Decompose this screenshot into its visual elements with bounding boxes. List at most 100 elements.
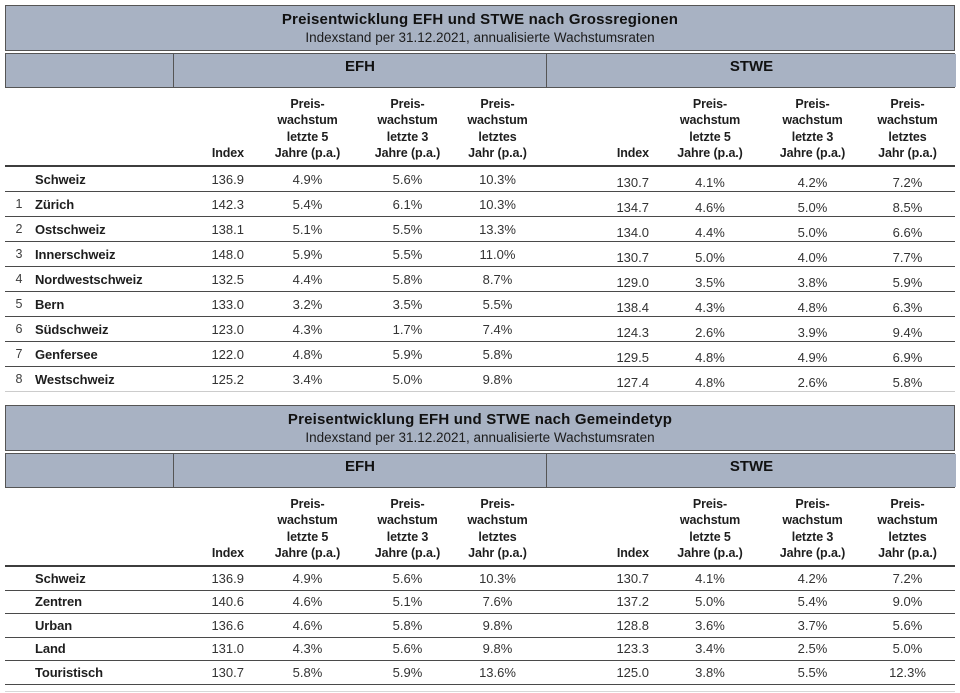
column-header-efh-growth5: Preis- wachstum letzte 5 Jahre (p.a.) <box>274 97 341 160</box>
efh-index-value: 133.0 <box>211 296 244 312</box>
stwe-index-value: 129.5 <box>616 349 649 365</box>
stwe-growth5-value: 5.0% <box>695 594 725 610</box>
stwe-index-value: 138.4 <box>616 299 649 315</box>
table-row: Schweiz 136.9 4.9% 5.6% 10.3% 130.7 4.1%… <box>5 167 955 192</box>
stwe-growth3-value: 2.6% <box>797 374 828 390</box>
stwe-growth5-value: 4.8% <box>695 349 725 365</box>
stwe-growth3-value: 5.0% <box>797 199 828 215</box>
stwe-index-value: 130.7 <box>616 174 649 190</box>
column-header-efh-growth3: Preis- wachstum letzte 3 Jahre (p.a.) <box>374 497 441 560</box>
group-header-row: EFH STWE <box>5 53 956 88</box>
efh-growth1-value: 7.6% <box>482 594 513 610</box>
stwe-growth1-value: 5.6% <box>892 617 923 633</box>
stwe-growth1-value: 9.4% <box>892 324 923 340</box>
stwe-growth3-value: 3.7% <box>797 617 828 633</box>
efh-growth3-value: 5.1% <box>392 594 423 610</box>
column-header-efh-index: Index <box>211 545 244 560</box>
efh-index-value: 142.3 <box>211 196 244 212</box>
stwe-growth5-value: 3.6% <box>695 617 725 633</box>
stwe-growth5-value: 5.0% <box>695 249 725 265</box>
efh-growth5-value: 4.4% <box>292 271 323 287</box>
efh-growth1-value: 9.8% <box>482 371 513 387</box>
table-row: 2 Ostschweiz 138.1 5.1% 5.5% 13.3% 134.0… <box>5 217 955 242</box>
efh-growth3-value: 5.0% <box>392 371 423 387</box>
efh-growth5-value: 5.8% <box>292 664 323 680</box>
efh-growth1-value: 13.6% <box>479 664 516 680</box>
stwe-growth3-value: 4.2% <box>797 174 828 190</box>
efh-growth1-value: 5.5% <box>482 296 513 312</box>
region-name: Schweiz <box>35 570 86 586</box>
stwe-growth3-value: 4.0% <box>797 249 828 265</box>
efh-growth5-value: 4.6% <box>292 594 323 610</box>
group-header-efh: EFH <box>173 54 546 87</box>
table-row: 5 Bern 133.0 3.2% 3.5% 5.5% 138.4 4.3% 4… <box>5 292 955 317</box>
stwe-growth5-value: 4.3% <box>695 299 725 315</box>
efh-index-value: 131.0 <box>211 641 244 657</box>
efh-index-value: 136.9 <box>211 171 244 187</box>
region-name: Touristisch <box>35 664 104 680</box>
stwe-growth5-value: 4.8% <box>695 374 725 390</box>
region-name: Zentren <box>35 594 82 610</box>
stwe-index-value: 123.3 <box>616 641 649 657</box>
column-header-efh-growth1: Preis- wachstum letztes Jahr (p.a.) <box>467 97 528 160</box>
row-number: 6 <box>15 322 23 336</box>
region-name: Genfersee <box>35 346 98 362</box>
stwe-growth1-value: 12.3% <box>889 664 926 680</box>
column-header-stwe-growth5: Preis- wachstum letzte 5 Jahre (p.a.) <box>677 497 743 560</box>
stwe-index-value: 129.0 <box>616 274 649 290</box>
efh-growth1-value: 9.8% <box>482 617 513 633</box>
stwe-index-value: 137.2 <box>616 594 649 610</box>
efh-growth1-value: 7.4% <box>482 321 513 337</box>
efh-growth1-value: 5.8% <box>482 346 513 362</box>
stwe-growth1-value: 5.8% <box>892 374 923 390</box>
stwe-growth1-value: 6.6% <box>892 224 923 240</box>
efh-growth3-value: 5.8% <box>392 271 423 287</box>
column-header-efh-index: Index <box>211 145 244 160</box>
efh-growth3-value: 5.6% <box>392 171 423 187</box>
group-header-row: EFH STWE <box>5 453 956 488</box>
region-name: Zürich <box>35 196 75 212</box>
column-header-row: Index Preis- wachstum letzte 5 Jahre (p.… <box>5 90 955 167</box>
column-header-stwe-growth3: Preis- wachstum letzte 3 Jahre (p.a.) <box>779 97 846 160</box>
efh-growth1-value: 13.3% <box>479 221 516 237</box>
table-subtitle: Indexstand per 31.12.2021, annualisierte… <box>305 30 655 45</box>
table-row: 7 Genfersee 122.0 4.8% 5.9% 5.8% 129.5 4… <box>5 342 955 367</box>
stwe-growth3-value: 2.5% <box>797 641 828 657</box>
stwe-index-value: 127.4 <box>616 374 649 390</box>
efh-index-value: 136.9 <box>211 570 244 586</box>
efh-growth1-value: 10.3% <box>479 171 516 187</box>
column-header-stwe-growth3: Preis- wachstum letzte 3 Jahre (p.a.) <box>779 497 846 560</box>
stwe-growth1-value: 6.3% <box>892 299 923 315</box>
column-header-efh-growth5: Preis- wachstum letzte 5 Jahre (p.a.) <box>274 497 341 560</box>
table-title: Preisentwicklung EFH und STWE nach Gemei… <box>287 411 673 428</box>
stwe-growth3-value: 3.9% <box>797 324 828 340</box>
column-header-stwe-index: Index <box>616 145 649 160</box>
group-header-stwe: STWE <box>546 454 956 487</box>
stwe-growth3-value: 4.8% <box>797 299 828 315</box>
efh-growth5-value: 5.9% <box>292 246 323 262</box>
efh-index-value: 140.6 <box>211 594 244 610</box>
efh-index-value: 148.0 <box>211 246 244 262</box>
stwe-growth5-value: 4.6% <box>695 199 725 215</box>
stwe-growth1-value: 5.9% <box>892 274 923 290</box>
stwe-index-value: 134.0 <box>616 224 649 240</box>
efh-growth1-value: 11.0% <box>479 246 516 262</box>
table-body: Schweiz 136.9 4.9% 5.6% 10.3% 130.7 4.1%… <box>5 567 955 685</box>
efh-growth5-value: 5.4% <box>292 196 323 212</box>
row-number: 8 <box>15 372 23 386</box>
column-header-efh-growth1: Preis- wachstum letztes Jahr (p.a.) <box>467 497 528 560</box>
trailing-gridline <box>5 690 955 693</box>
stwe-index-value: 125.0 <box>616 664 649 680</box>
stwe-growth3-value: 4.2% <box>797 570 828 586</box>
stwe-growth5-value: 3.8% <box>695 664 725 680</box>
table-body: Schweiz 136.9 4.9% 5.6% 10.3% 130.7 4.1%… <box>5 167 955 392</box>
stwe-growth1-value: 6.9% <box>892 349 923 365</box>
efh-index-value: 122.0 <box>211 346 244 362</box>
column-header-stwe-index: Index <box>616 545 649 560</box>
column-header-stwe-growth1: Preis- wachstum letztes Jahr (p.a.) <box>877 497 938 560</box>
efh-growth3-value: 5.5% <box>392 221 423 237</box>
stwe-growth5-value: 4.4% <box>695 224 725 240</box>
table-row: 6 Südschweiz 123.0 4.3% 1.7% 7.4% 124.3 … <box>5 317 955 342</box>
efh-index-value: 138.1 <box>211 221 244 237</box>
